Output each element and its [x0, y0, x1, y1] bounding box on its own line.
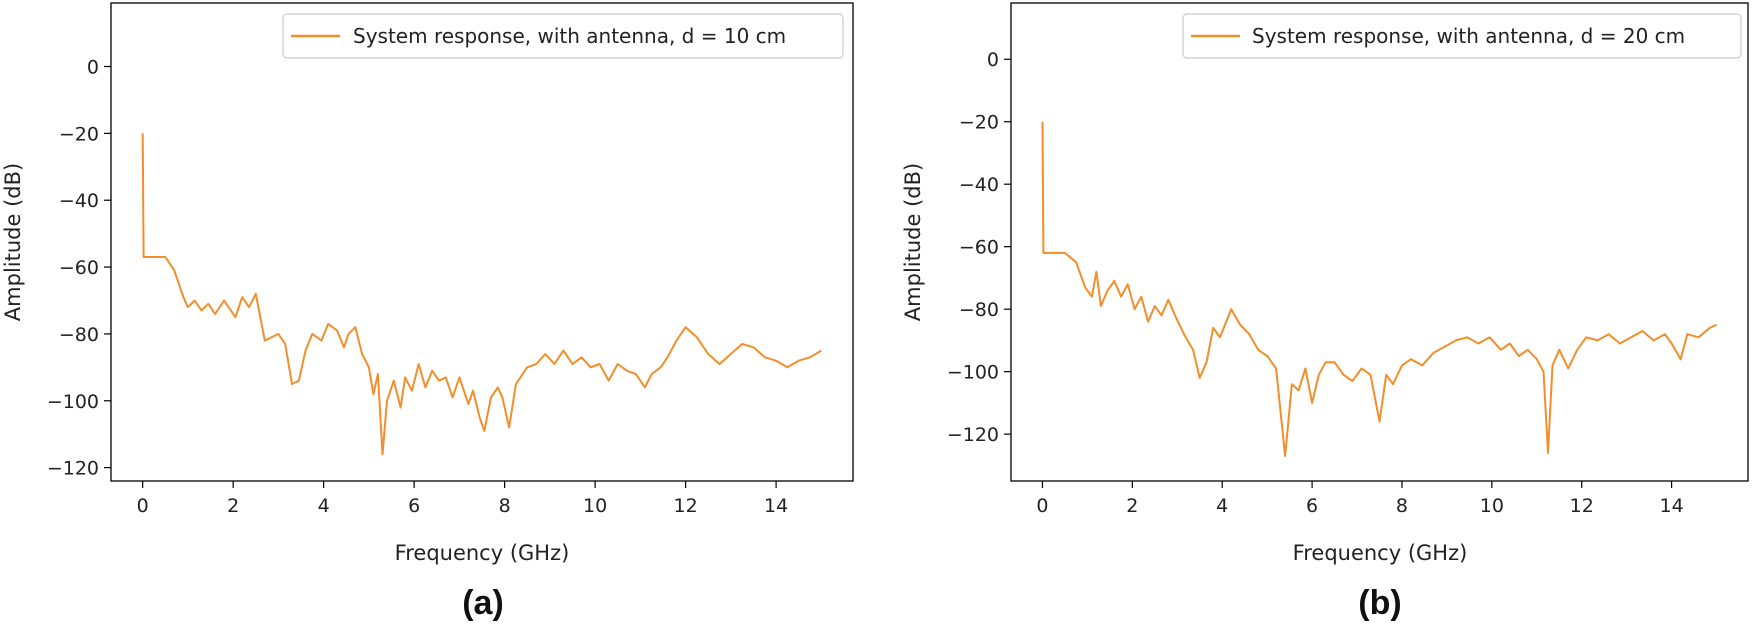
legend-b: System response, with antenna, d = 20 cm: [1182, 13, 1742, 59]
y-tick-label: −20: [959, 112, 999, 134]
x-tick-label: 10: [1480, 495, 1504, 517]
x-axis-ticks-a: 0 2 4 6 8 10 12 14: [137, 481, 788, 517]
plot-frame-a: [110, 2, 854, 482]
panel-label-a: (a): [462, 584, 504, 622]
panel-label-b: (b): [1358, 584, 1401, 622]
legend-box-b: [1182, 13, 1742, 59]
series-line-b: [1041, 121, 1717, 457]
legend-a: System response, with antenna, d = 10 cm: [282, 13, 844, 59]
x-tick-label: 0: [1036, 495, 1048, 517]
x-tick-label: 2: [1126, 495, 1138, 517]
x-tick-label: 2: [227, 495, 239, 517]
y-axis-ticks-b: 0 −20 −40 −60 −80 −100 −120: [947, 49, 1011, 446]
y-axis-ticks-a: 0 −20 −40 −60 −80 −100 −120: [47, 57, 111, 480]
x-axis-ticks-b: 0 2 4 6 8 10 12 14: [1036, 481, 1684, 517]
legend-label-a: System response, with antenna, d = 10 cm: [353, 24, 786, 48]
y-tick-label: −60: [959, 237, 999, 259]
y-tick-label: −20: [59, 123, 99, 145]
x-tick-label: 12: [674, 495, 698, 517]
y-tick-label: −100: [947, 362, 999, 384]
x-tick-label: 6: [1306, 495, 1318, 517]
x-tick-label: 4: [1216, 495, 1228, 517]
y-tick-label: −40: [959, 174, 999, 196]
y-tick-label: −120: [47, 458, 99, 480]
x-tick-label: 6: [408, 495, 420, 517]
x-tick-label: 4: [318, 495, 330, 517]
x-axis-label-a: Frequency (GHz): [395, 541, 570, 565]
y-tick-label: −120: [947, 424, 999, 446]
y-tick-label: −40: [59, 190, 99, 212]
y-tick-label: −60: [59, 257, 99, 279]
x-tick-label: 14: [1660, 495, 1684, 517]
y-axis-label-b: Amplitude (dB): [901, 163, 925, 321]
plot-frame-b: [1010, 2, 1749, 482]
x-tick-label: 8: [1396, 495, 1408, 517]
x-tick-label: 10: [583, 495, 607, 517]
chart-panel-a: 0 2 4 6 8 10 12 14 0 −20 −40 −60 −80 −100 −120 Freque…: [1, 2, 854, 622]
legend-label-b: System response, with antenna, d = 20 cm: [1252, 24, 1685, 48]
x-axis-label-b: Frequency (GHz): [1293, 541, 1468, 565]
x-tick-label: 12: [1570, 495, 1594, 517]
series-line-a: [141, 133, 822, 456]
y-tick-label: 0: [87, 57, 99, 79]
y-tick-label: −80: [59, 324, 99, 346]
y-axis-label-a: Amplitude (dB): [1, 163, 25, 321]
chart-panel-b: 0 2 4 6 8 10 12 14 0 −20 −40 −60 −80 −100 −120 Freque…: [901, 2, 1749, 622]
x-tick-label: 8: [499, 495, 511, 517]
x-tick-label: 0: [137, 495, 149, 517]
x-tick-label: 14: [764, 495, 788, 517]
y-tick-label: −80: [959, 299, 999, 321]
y-tick-label: −100: [47, 391, 99, 413]
legend-box-a: [282, 13, 844, 59]
y-tick-label: 0: [987, 49, 999, 71]
